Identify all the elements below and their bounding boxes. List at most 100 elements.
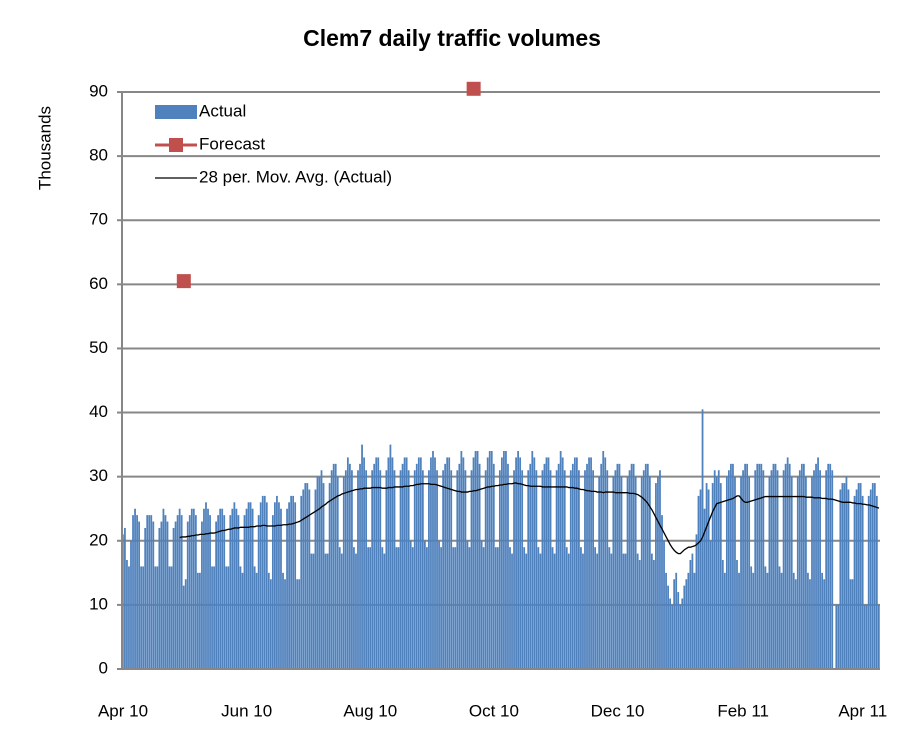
bar (778, 566, 781, 669)
bar (638, 560, 641, 669)
bar (746, 463, 749, 669)
bar (148, 515, 151, 669)
bar (709, 540, 712, 669)
bar (665, 572, 667, 669)
bar (415, 463, 418, 669)
bar (847, 489, 850, 669)
bar (284, 579, 286, 669)
bar (464, 470, 467, 669)
bar (634, 476, 637, 669)
bar (409, 540, 412, 669)
bar (772, 463, 775, 669)
bar (411, 547, 414, 669)
bar (707, 489, 710, 669)
bar (144, 527, 147, 669)
bar (837, 604, 840, 669)
bar (192, 508, 195, 669)
marker (176, 274, 191, 289)
bar (659, 470, 661, 669)
bar (798, 470, 801, 669)
bar (717, 470, 720, 669)
bar (302, 489, 305, 669)
bar (620, 476, 623, 669)
bar (756, 463, 759, 669)
bar (811, 476, 813, 669)
bar (819, 470, 821, 669)
bar (521, 470, 524, 669)
bar (306, 483, 309, 669)
bar (503, 451, 505, 669)
bar (419, 457, 422, 669)
bar (766, 572, 769, 669)
bar (661, 515, 663, 669)
bar (602, 451, 605, 669)
bar (223, 515, 226, 669)
bar (590, 457, 592, 669)
bar (178, 508, 181, 669)
bar (805, 476, 807, 669)
bar (527, 470, 530, 669)
bar (322, 483, 325, 669)
bar (251, 508, 254, 669)
bar (243, 515, 246, 669)
bar (363, 457, 365, 669)
bar (855, 489, 858, 669)
y-tick-label: 50 (89, 338, 108, 357)
bar (446, 457, 449, 669)
bar (478, 463, 481, 669)
bar (774, 463, 777, 669)
bar (790, 476, 793, 669)
bar (371, 470, 374, 669)
bar (318, 476, 321, 669)
bar (525, 553, 528, 669)
bar (586, 463, 588, 669)
bar (190, 508, 193, 669)
bar (257, 515, 260, 669)
bar (839, 489, 842, 669)
bar (369, 547, 372, 669)
bar (857, 483, 860, 669)
bar (853, 495, 856, 669)
bar (196, 572, 199, 669)
bar (768, 476, 771, 669)
bar (199, 572, 201, 669)
bar (355, 553, 357, 669)
bar (788, 463, 791, 669)
bar (403, 457, 406, 669)
bar (342, 476, 345, 669)
bar (328, 483, 331, 669)
bar (606, 470, 609, 669)
bar (738, 572, 740, 669)
bar (494, 547, 497, 669)
bar (213, 566, 215, 669)
bar (361, 444, 363, 669)
bar (598, 476, 601, 669)
bar (588, 457, 590, 669)
bar (476, 451, 479, 669)
bar (393, 470, 396, 669)
bar (616, 463, 619, 669)
bar (849, 579, 852, 669)
bar (863, 604, 866, 669)
bar (407, 470, 410, 669)
bar (229, 515, 232, 669)
bar (683, 585, 686, 669)
bar (553, 553, 556, 669)
bar (292, 495, 295, 669)
bar (610, 553, 613, 669)
bar (557, 463, 560, 669)
bar (596, 553, 599, 669)
y-tick-label: 40 (89, 402, 108, 421)
bar (432, 451, 434, 669)
bar (480, 540, 483, 669)
bar (594, 547, 597, 669)
bar (673, 579, 676, 669)
bar (642, 470, 645, 669)
bar (346, 457, 349, 669)
bar (584, 470, 586, 669)
bar (727, 470, 730, 669)
bar (505, 451, 507, 669)
bar (567, 553, 570, 669)
bar (184, 579, 187, 669)
legend-label: 28 per. Mov. Avg. (Actual) (199, 167, 392, 186)
